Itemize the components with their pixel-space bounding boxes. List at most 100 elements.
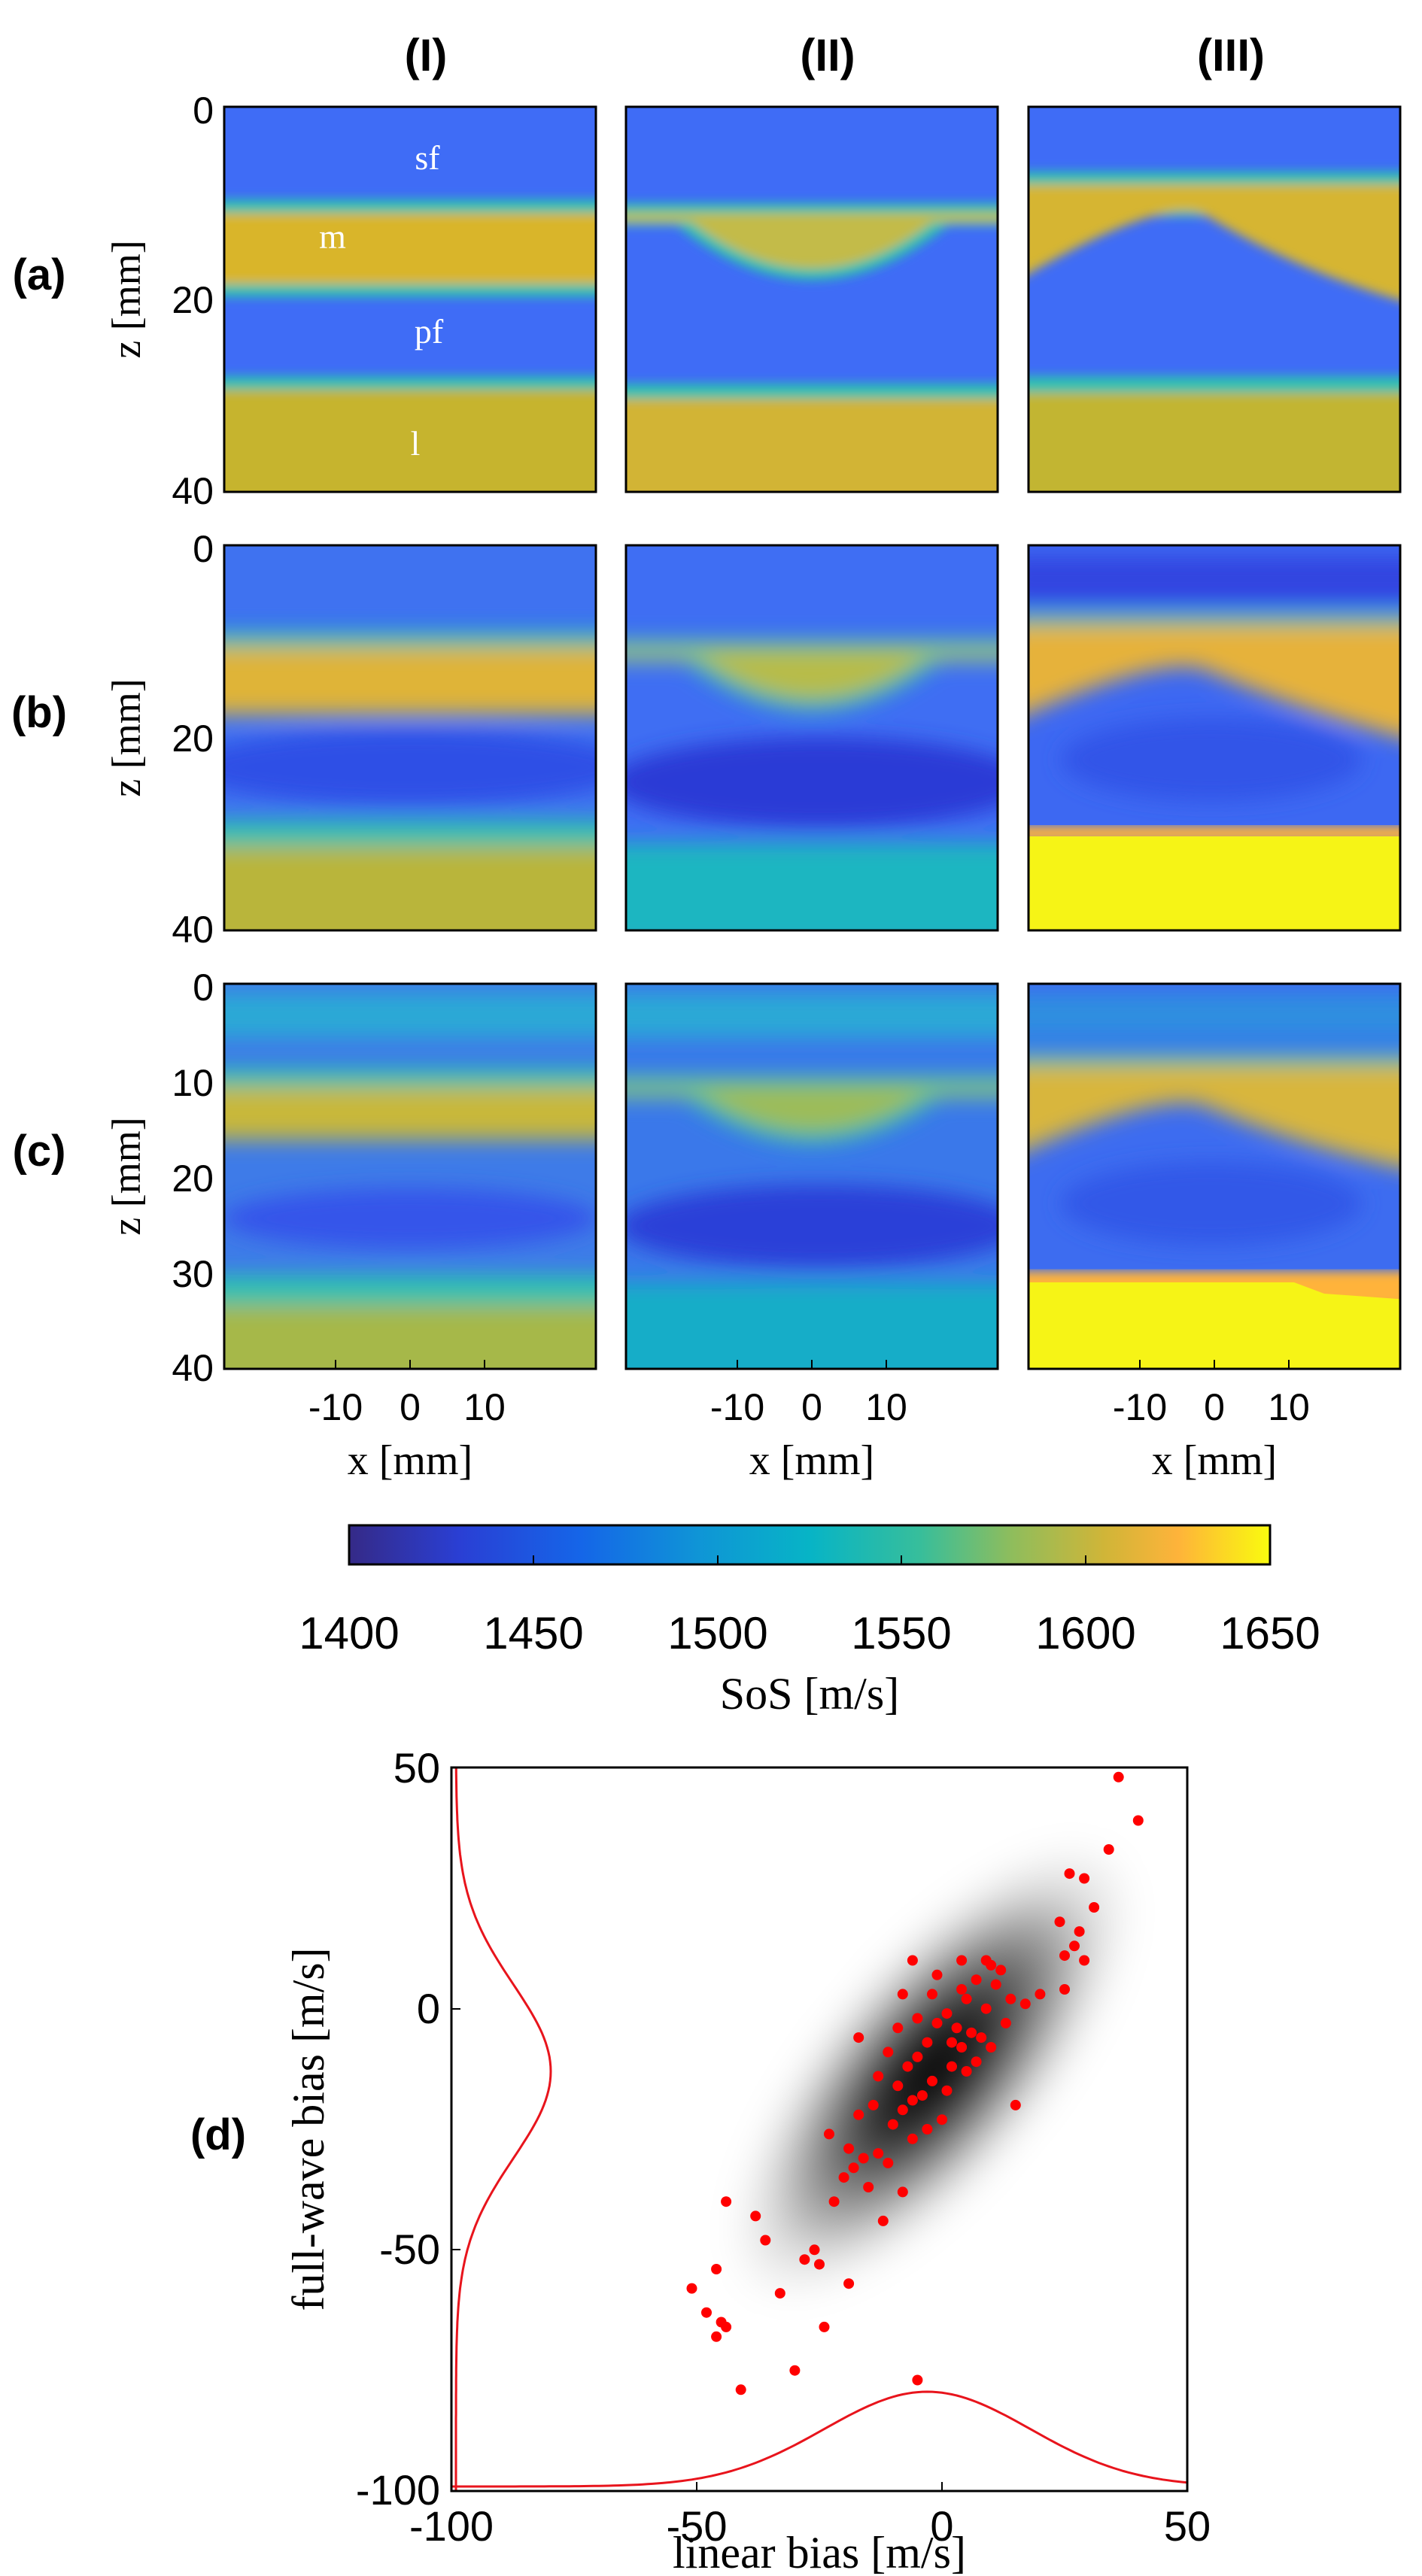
column-label-3: (III) [1197, 30, 1265, 80]
colorbar-tick-1650: 1650 [1220, 1608, 1320, 1658]
scatter-point [995, 1965, 1007, 1976]
scatter-point [971, 2056, 982, 2068]
row-label-c: (c) [13, 1127, 66, 1176]
z-tick-c-20: 20 [172, 1158, 214, 1200]
scatter-point [858, 2153, 869, 2164]
panel-b-1 [224, 545, 596, 930]
scatter-point [956, 1984, 968, 1995]
scatter-point [976, 2032, 987, 2044]
scatter-point [912, 2013, 923, 2024]
z-tick-c-30: 30 [172, 1253, 214, 1295]
scatter-point [990, 1979, 1001, 1990]
scatter-point [902, 2061, 913, 2072]
scatter-point [686, 2283, 697, 2294]
scatter-point [1064, 1868, 1075, 1880]
scatter-point [941, 2085, 953, 2096]
panel-b-1-frame [223, 544, 597, 932]
scatter-ticks [451, 2008, 943, 2491]
x-tick-1-10: 10 [463, 1386, 506, 1428]
scatter-point [1069, 1940, 1080, 1952]
panel-b-2 [626, 545, 998, 930]
region-label-sf: sf [415, 138, 440, 177]
scatter-point [1079, 1955, 1090, 1966]
panel-c-2 [626, 984, 998, 1369]
scatter-point [907, 1955, 918, 1966]
x-tick-1-0: 0 [400, 1386, 421, 1428]
scatter-y-tick-neg50: -50 [379, 2226, 440, 2273]
scatter-x-tick-neg50: -50 [667, 2502, 728, 2550]
scatter-point [966, 2027, 977, 2038]
column-label-1: (I) [405, 30, 448, 80]
scatter-point [883, 2047, 894, 2058]
scatter-point [883, 2157, 894, 2168]
scatter-point [916, 2090, 928, 2101]
z-axis-label-a: z [mm] [104, 240, 149, 358]
panel-a-1 [224, 107, 596, 492]
scatter-y-label: full-wave bias [m/s] [284, 1947, 333, 2311]
scatter-y-tick-neg100: -100 [356, 2466, 440, 2514]
scatter-point [1019, 1998, 1031, 2010]
scatter-point [986, 1959, 997, 1971]
x-tick-1-neg10: -10 [308, 1386, 363, 1428]
scatter-point [892, 2022, 904, 2034]
scatter-point [1089, 1902, 1100, 1913]
z-tick-c-0: 0 [193, 966, 214, 1009]
scatter-x-tick-neg100: -100 [409, 2502, 494, 2550]
z-tick-c-40: 40 [172, 1347, 214, 1389]
scatter-point [867, 2099, 879, 2110]
x-tick-3-10: 10 [1268, 1386, 1310, 1428]
colorbar-label: SoS [m/s] [720, 1669, 899, 1719]
scatter-point [814, 2259, 825, 2270]
scatter-point [1103, 1844, 1114, 1855]
scatter-point [877, 2215, 889, 2226]
scatter-point [956, 1955, 968, 1966]
panel-a-2-frame [624, 105, 999, 493]
scatter-point [843, 2143, 855, 2154]
scatter-point [927, 2075, 937, 2086]
scatter-point [956, 2042, 968, 2053]
z-tick-a-20: 20 [172, 279, 214, 321]
scatter-point [946, 2061, 957, 2072]
scatter-point [873, 2148, 884, 2159]
x-tick-2-0: 0 [801, 1386, 822, 1428]
scatter-point [1113, 1771, 1124, 1783]
x-tick-2-10: 10 [865, 1386, 907, 1428]
density-cloud [729, 1840, 1135, 2302]
scatter-point [892, 2080, 904, 2092]
scatter-point [1079, 1873, 1090, 1884]
row-label-b: (b) [11, 688, 67, 737]
scatter-point [897, 2104, 908, 2116]
scatter-point [838, 2172, 849, 2183]
scatter-point [961, 1993, 972, 2004]
scatter-point [1059, 1984, 1070, 1995]
scatter-y-tick-50: 50 [393, 1744, 440, 1792]
scatter-point [824, 2128, 834, 2140]
scatter-x-tick-0: 0 [930, 2502, 953, 2550]
x-tick-2-neg10: -10 [710, 1386, 764, 1428]
scatter-point [819, 2321, 830, 2332]
panel-b-3 [1029, 545, 1400, 930]
marginal-y-curve [454, 1767, 552, 2491]
scatter-point [853, 2032, 864, 2044]
scatter-point [1000, 2017, 1011, 2028]
scatter-point [701, 2307, 712, 2318]
panel-b-3-frame [1027, 544, 1402, 932]
scatter-plot [450, 1766, 1189, 2493]
z-tick-b-0: 0 [193, 528, 214, 570]
panel-a-3 [1029, 107, 1400, 492]
scatter-point [941, 2008, 953, 2019]
scatter-point [1010, 2099, 1021, 2110]
scatter-point [946, 2037, 957, 2048]
panel-a-1-frame [223, 105, 597, 493]
scatter-point [828, 2196, 840, 2207]
colorbar [348, 1524, 1272, 1566]
scatter-point [843, 2278, 855, 2289]
x-axis-label-3: x [mm] [1152, 1437, 1277, 1484]
scatter-point [931, 2017, 943, 2028]
scatter-point [1074, 1926, 1085, 1937]
z-tick-b-20: 20 [172, 718, 214, 760]
region-label-pf: pf [415, 312, 444, 350]
panel-ticks [335, 1360, 1290, 1369]
z-axis-label-b: z [mm] [104, 678, 149, 796]
scatter-plot-frame [450, 1766, 1189, 2493]
